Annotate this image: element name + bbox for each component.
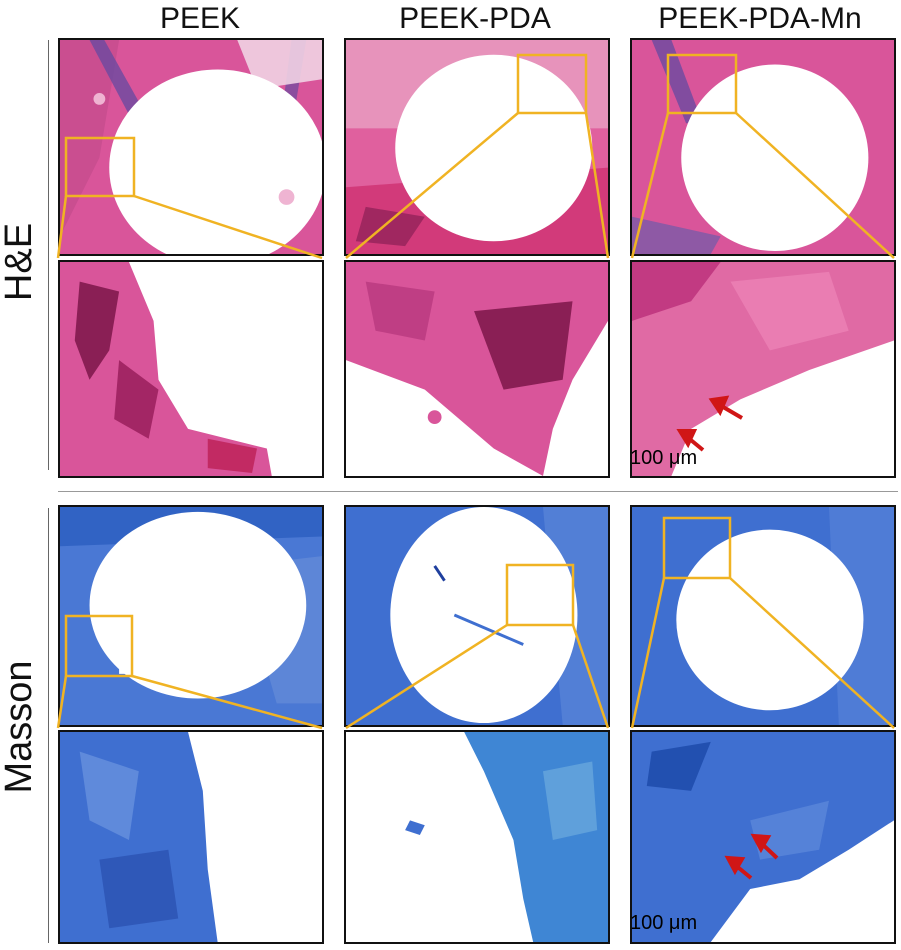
masson-peek-pda-overview: [344, 505, 610, 727]
scale-bar-label: 100 μm: [630, 912, 698, 934]
he-peek-pda-overview: [344, 38, 610, 256]
column-title-peek-pda-mn: PEEK-PDA-Mn: [658, 2, 862, 35]
row-divider-left-he: [48, 40, 49, 470]
row-separator: [58, 491, 898, 492]
row-title-he: H&E: [0, 222, 40, 302]
masson-peek-pda-mn-overview: [630, 505, 896, 727]
he-peek-pda-mn-overview: [630, 38, 896, 256]
he-peek-pda-mn-magnified: 100 μm: [630, 260, 896, 478]
he-peek-pda-magnified: [344, 260, 610, 478]
column-title-peek-pda: PEEK-PDA: [399, 2, 551, 35]
he-peek-magnified: [58, 260, 324, 478]
row-divider-left-masson: [48, 508, 49, 943]
scale-bar-label: 100 μm: [630, 447, 698, 469]
masson-peek-pda-magnified: [344, 730, 610, 944]
row-title-masson: Masson: [0, 660, 40, 794]
masson-peek-overview: [58, 505, 324, 727]
masson-peek-pda-mn-magnified: 100 μm: [630, 730, 896, 944]
masson-peek-magnified: [58, 730, 324, 944]
he-peek-overview: [58, 38, 324, 256]
column-title-peek: PEEK: [159, 2, 241, 35]
